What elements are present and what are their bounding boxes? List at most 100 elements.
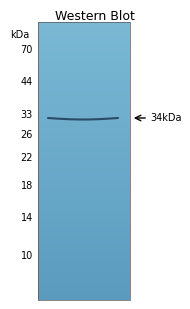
Bar: [38, 167, 130, 168]
Bar: [38, 157, 130, 158]
Bar: [38, 139, 130, 140]
Bar: [38, 57, 130, 58]
Bar: [38, 178, 130, 179]
Bar: [38, 248, 130, 250]
Bar: [38, 174, 130, 175]
Bar: [38, 254, 130, 256]
Text: 44: 44: [21, 77, 33, 87]
Bar: [38, 287, 130, 289]
Bar: [38, 264, 130, 265]
Bar: [38, 39, 130, 40]
Bar: [38, 53, 130, 54]
Bar: [38, 161, 130, 163]
Bar: [38, 298, 130, 300]
Bar: [38, 198, 130, 200]
Bar: [38, 68, 130, 69]
Bar: [38, 211, 130, 212]
Bar: [38, 231, 130, 232]
Bar: [38, 281, 130, 282]
Bar: [38, 96, 130, 97]
Bar: [38, 149, 130, 150]
Bar: [38, 99, 130, 100]
Bar: [38, 78, 130, 79]
Text: 34kDa: 34kDa: [150, 113, 181, 123]
Text: 10: 10: [21, 251, 33, 261]
Bar: [38, 46, 130, 47]
Bar: [38, 236, 130, 237]
Bar: [38, 47, 130, 49]
Bar: [38, 190, 130, 192]
Bar: [38, 219, 130, 221]
Bar: [38, 239, 130, 240]
Bar: [38, 272, 130, 273]
Bar: [38, 218, 130, 219]
Bar: [38, 171, 130, 172]
Bar: [38, 165, 130, 167]
Bar: [38, 271, 130, 272]
Bar: [38, 66, 130, 68]
Bar: [38, 119, 130, 121]
Bar: [38, 130, 130, 132]
Bar: [38, 194, 130, 196]
Bar: [38, 282, 130, 283]
Bar: [38, 240, 130, 242]
Bar: [38, 192, 130, 193]
Bar: [38, 64, 130, 65]
Bar: [38, 265, 130, 267]
Bar: [38, 97, 130, 99]
Bar: [38, 223, 130, 225]
Bar: [38, 25, 130, 26]
Bar: [38, 33, 130, 35]
Bar: [38, 253, 130, 254]
Bar: [38, 86, 130, 87]
Bar: [38, 179, 130, 180]
Bar: [38, 176, 130, 178]
Bar: [38, 146, 130, 147]
Bar: [38, 273, 130, 275]
Bar: [38, 222, 130, 223]
Bar: [38, 91, 130, 93]
Bar: [38, 168, 130, 169]
Bar: [38, 107, 130, 108]
Bar: [38, 267, 130, 268]
Text: 70: 70: [21, 45, 33, 55]
Bar: [38, 217, 130, 218]
Text: 14: 14: [21, 213, 33, 223]
Bar: [38, 118, 130, 119]
Bar: [38, 278, 130, 279]
Bar: [38, 205, 130, 207]
Bar: [38, 128, 130, 129]
Bar: [38, 180, 130, 182]
Bar: [38, 22, 130, 23]
Bar: [38, 207, 130, 208]
Bar: [38, 228, 130, 229]
Bar: [38, 251, 130, 253]
Bar: [38, 80, 130, 82]
Bar: [38, 85, 130, 86]
Bar: [38, 182, 130, 183]
Bar: [38, 200, 130, 201]
Bar: [38, 246, 130, 247]
Bar: [38, 151, 130, 153]
Bar: [38, 197, 130, 198]
Bar: [38, 232, 130, 233]
Bar: [38, 226, 130, 228]
Bar: [38, 237, 130, 239]
Bar: [38, 22, 130, 300]
Bar: [38, 275, 130, 276]
Bar: [38, 256, 130, 257]
Bar: [38, 244, 130, 246]
Bar: [38, 26, 130, 28]
Bar: [38, 283, 130, 285]
Bar: [38, 126, 130, 128]
Bar: [38, 87, 130, 89]
Bar: [38, 257, 130, 258]
Bar: [38, 297, 130, 298]
Bar: [38, 133, 130, 135]
Bar: [38, 116, 130, 118]
Bar: [38, 154, 130, 155]
Bar: [38, 32, 130, 33]
Bar: [38, 296, 130, 297]
Bar: [38, 61, 130, 62]
Text: 18: 18: [21, 181, 33, 191]
